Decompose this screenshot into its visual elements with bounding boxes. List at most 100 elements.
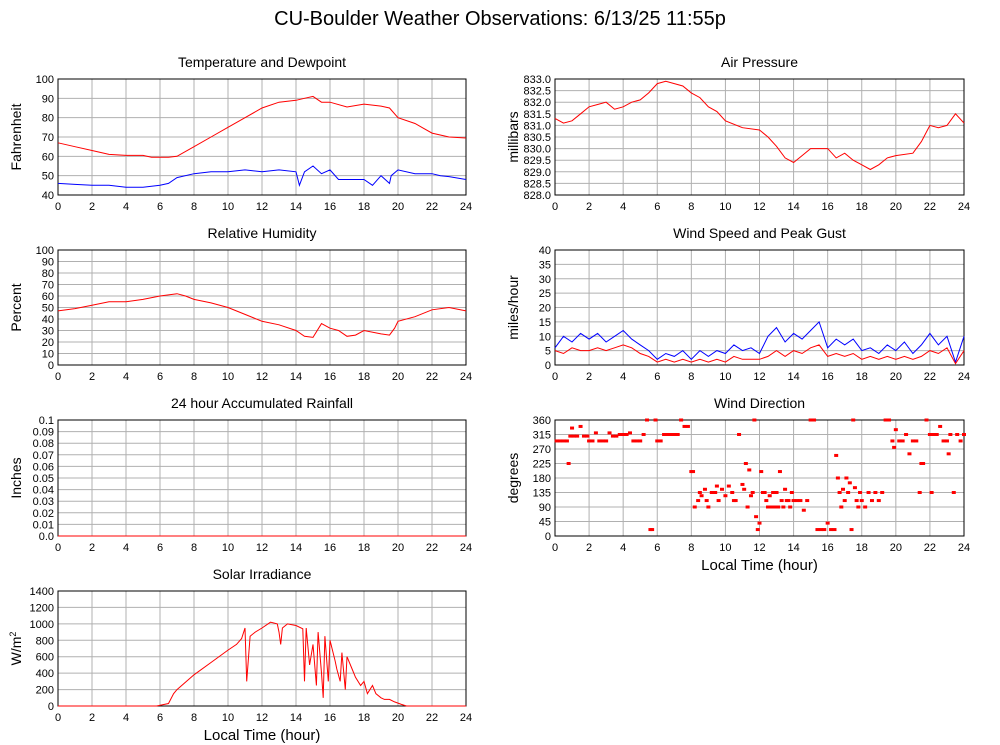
y-axis-label: W/m2 (8, 632, 24, 666)
x-tick-label: 14 (290, 371, 302, 383)
x-tick-label: 18 (358, 712, 370, 724)
chart-humidity: 0 2 4 6 8 10 12 14 16 18 20 22 240102030405060708090… (8, 225, 472, 383)
x-tick-label: 0 (55, 542, 61, 554)
data-point (570, 426, 575, 430)
data-point (880, 491, 885, 494)
x-tick-label: 0 (55, 712, 61, 724)
data-point (682, 424, 687, 428)
data-point (604, 439, 609, 443)
x-tick-label: 12 (256, 712, 268, 724)
y-tick-label: 360 (533, 415, 551, 427)
x-tick-label: 24 (958, 371, 970, 383)
data-point (887, 418, 892, 422)
y-tick-label: 270 (533, 444, 551, 456)
data-point (614, 434, 619, 438)
data-point (805, 499, 810, 503)
x-tick-label: 10 (719, 371, 731, 383)
x-tick-label: 0 (552, 371, 558, 383)
x-tick-label: 4 (123, 712, 129, 724)
x-tick-label: 12 (256, 542, 268, 554)
data-point (869, 499, 874, 503)
x-tick-label: 14 (290, 201, 302, 213)
x-tick-label: 16 (822, 371, 834, 383)
y-tick-label: 40 (42, 314, 54, 326)
x-tick-label: 10 (222, 542, 234, 554)
x-tick-label: 6 (654, 201, 660, 213)
x-tick-label: 4 (123, 201, 129, 213)
data-point (847, 481, 852, 485)
data-point (743, 462, 748, 465)
chart-title: Wind Speed and Peak Gust (673, 225, 846, 241)
data-point (917, 491, 922, 494)
data-point (842, 499, 847, 503)
y-tick-label: 180 (533, 473, 551, 485)
y-tick-label: 0.0 (39, 531, 54, 543)
x-tick-label: 2 (89, 201, 95, 213)
data-point (624, 433, 629, 436)
x-tick-label: 18 (358, 371, 370, 383)
data-point (581, 434, 586, 438)
data-point (822, 528, 827, 532)
data-point (709, 491, 714, 494)
x-tick-label: 24 (958, 201, 970, 213)
x-tick-label: 6 (654, 542, 660, 554)
series-line-2 (554, 344, 965, 365)
y-tick-label: 60 (42, 291, 54, 303)
x-tick-label: 2 (89, 712, 95, 724)
y-tick-label: 20 (539, 303, 551, 315)
y-tick-label: 828.0 (523, 190, 551, 202)
y-tick-label: 0.1 (39, 415, 54, 427)
y-tick-label: 0.07 (33, 450, 54, 462)
data-point (634, 439, 639, 443)
x-tick-label: 4 (123, 371, 129, 383)
data-point (590, 439, 595, 443)
y-tick-label: 831.0 (523, 120, 551, 132)
x-tick-label: 22 (924, 371, 936, 383)
data-point (755, 528, 760, 532)
data-point (946, 452, 951, 456)
data-point (617, 433, 622, 436)
data-point (558, 439, 563, 443)
y-tick-label: 5 (545, 346, 551, 358)
x-tick-label: 20 (890, 201, 902, 213)
x-tick-label: 12 (753, 542, 765, 554)
y-tick-label: 100 (36, 74, 54, 86)
y-tick-label: 30 (539, 274, 551, 286)
x-tick-label: 2 (586, 201, 592, 213)
data-point (910, 439, 915, 443)
page-title: CU-Boulder Weather Observations: 6/13/25… (274, 8, 726, 30)
y-axis-label: degrees (505, 453, 521, 504)
data-point (748, 494, 753, 498)
chart-pressure: 0 2 4 6 8 10 12 14 16 18 20 22 24828.0828.5829.0829.… (505, 54, 970, 213)
data-point (786, 499, 791, 503)
x-tick-label: 20 (392, 201, 404, 213)
data-point (812, 418, 817, 422)
y-tick-label: 0 (545, 360, 551, 372)
chart-title: Solar Irradiance (213, 566, 312, 582)
y-tick-label: 400 (36, 668, 54, 680)
data-point (818, 528, 823, 532)
data-point (835, 476, 840, 480)
y-tick-label: 829.0 (523, 167, 551, 179)
data-point (944, 439, 949, 443)
data-point (774, 491, 779, 494)
chart-title: Wind Direction (714, 395, 805, 411)
x-tick-label: 0 (552, 542, 558, 554)
x-tick-label: 14 (787, 371, 799, 383)
data-point (607, 431, 612, 435)
x-tick-label: 20 (392, 371, 404, 383)
data-point (762, 491, 767, 494)
chart-title: Temperature and Dewpoint (178, 54, 346, 70)
x-tick-label: 8 (191, 712, 197, 724)
data-point (883, 418, 888, 422)
x-tick-label: 2 (586, 542, 592, 554)
x-tick-label: 4 (620, 201, 626, 213)
data-point (832, 528, 837, 532)
data-point (723, 494, 728, 498)
y-tick-label: 0.02 (33, 508, 54, 520)
data-point (672, 433, 677, 436)
x-tick-label: 16 (822, 542, 834, 554)
y-tick-label: 135 (533, 488, 551, 500)
x-tick-label: 22 (426, 201, 438, 213)
